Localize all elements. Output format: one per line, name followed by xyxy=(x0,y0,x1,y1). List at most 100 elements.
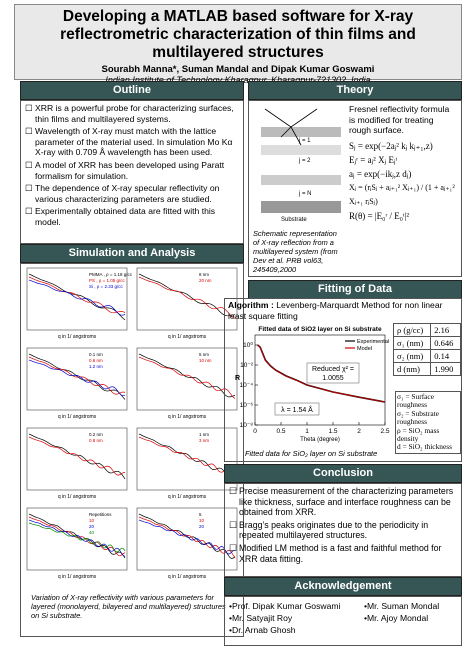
equation: Eⱼʳ = aⱼ² Xⱼ Eⱼᵗ xyxy=(349,155,398,165)
diagram-label: j = 2 xyxy=(298,158,311,164)
ack-body: •Prof. Dipak Kumar Goswami •Mr. Suman Mon… xyxy=(224,596,462,646)
legend-entry: Experimental xyxy=(357,339,389,345)
curve xyxy=(28,516,126,557)
equation: aⱼ = exp(−ikⱼ,z dⱼ) xyxy=(349,169,412,179)
x-label: q in 1/ angstroms xyxy=(58,494,97,500)
note: σ₁ = Surface roughness xyxy=(397,392,434,410)
legend-entry: 10 xyxy=(89,518,95,523)
curve xyxy=(28,279,126,316)
legend-entry: 20 xyxy=(199,524,205,529)
y-axis-label: R xyxy=(235,375,240,382)
fitting-heading: Fitting of Data xyxy=(248,280,462,299)
item: Experimentally obtained data are fitted … xyxy=(25,206,239,227)
substrate xyxy=(261,201,341,213)
legend-entry: 1.2 nm xyxy=(89,364,103,369)
curve xyxy=(28,519,126,557)
curve xyxy=(28,513,126,559)
equation: Xⱼ = (rⱼSⱼ + aⱼ₊₁² Xⱼ₊₁) / (1 + aⱼ₊₁² Xⱼ… xyxy=(349,183,455,206)
y-tick-label: 10⁻⁴ xyxy=(240,382,254,389)
outline-heading: Outline xyxy=(20,81,244,100)
name: •Prof. Dipak Kumar Goswami xyxy=(229,601,341,611)
y-tick-label: 10⁻² xyxy=(240,362,254,369)
legend-entry: 5 xyxy=(199,512,202,517)
annotation: λ = 1.54 Å xyxy=(281,405,313,414)
fitting-caption: Fitted data for SiO₂ layer on Si substra… xyxy=(245,449,378,458)
curve xyxy=(28,522,126,553)
legend-entry: 20 xyxy=(89,524,95,529)
cell: 2.16 xyxy=(430,323,461,337)
item: Bragg’s peaks originates due to the peri… xyxy=(229,520,457,541)
parameter-table: ρ (g/cc) 2.16 σ₁ (nm) 0.646 σ₂ (nm) 0.14 d (nm… xyxy=(392,323,461,376)
x-tick-label: 1.5 xyxy=(328,428,337,435)
y-tick-label: 10⁻⁶ xyxy=(240,402,254,409)
cell: 0.646 xyxy=(430,336,461,350)
y-tick-label: 10⁰ xyxy=(243,341,253,349)
legend-entry: 0.2 nm xyxy=(89,432,103,437)
curve xyxy=(138,273,236,317)
equation: Sⱼ = exp(−2aⱼ² kⱼ kⱼ₊₁,z) xyxy=(349,141,433,151)
legend-entry: 3 nm xyxy=(199,438,209,443)
legend-entry: 0.8 nm xyxy=(89,438,103,443)
cell: 1.990 xyxy=(430,362,461,376)
note: ρ = SiO₂ mass density xyxy=(397,425,440,444)
x-label: q in 1/ angstroms xyxy=(168,494,207,500)
y-tick-label: 10⁻⁸ xyxy=(240,422,254,429)
x-tick-label: 1 xyxy=(305,428,309,435)
x-label: q in 1/ angstroms xyxy=(168,414,207,420)
series-line xyxy=(257,344,386,403)
legend-entry: 10 nm xyxy=(199,358,212,363)
curve xyxy=(28,276,126,314)
item: Modified LM method is a fast and faithfu… xyxy=(229,543,457,564)
plot-frame xyxy=(26,427,128,491)
x-tick-label: 2.5 xyxy=(380,428,389,435)
legend-entry: PS , ρ = 1.05 g/cc xyxy=(89,278,125,283)
cell: d (nm) xyxy=(392,362,432,376)
item: XRR is a powerful probe for characterizi… xyxy=(25,103,239,124)
x-tick-label: 0.5 xyxy=(276,428,285,435)
outline-body: XRR is a powerful probe for characterizi… xyxy=(20,100,244,244)
legend-entry: PMMA , ρ = 1.18 g/cc xyxy=(89,272,133,277)
theory-body: j = 1 j = 2 j = N Substrate Schematic re… xyxy=(248,100,462,277)
cell: σ₂ (nm) xyxy=(392,349,432,363)
x-tick-label: 0 xyxy=(253,428,257,435)
annotation: Reduced χ² = xyxy=(312,366,354,373)
cell: σ₁ (nm) xyxy=(392,336,432,350)
legend-entry: Repetitions xyxy=(89,512,112,517)
row: ρ (g/cc) 2.16 xyxy=(392,323,461,337)
diagram-label: Substrate xyxy=(281,217,307,223)
algorithm: Levenberg-Marquardt Method for non linea… xyxy=(228,300,443,321)
legend-entry: 10 xyxy=(199,518,205,523)
x-axis-label: Theta (degree) xyxy=(300,437,340,443)
diagram-label: j = N xyxy=(298,191,312,197)
legend-entry: Si , ρ = 2.33 g/cc xyxy=(89,284,123,289)
row: σ₂ (nm) 0.14 xyxy=(392,349,461,363)
title: Developing a MATLAB based software for X… xyxy=(60,8,416,61)
schematic: j = 1 j = 2 j = N Substrate xyxy=(261,108,341,223)
plot-frame xyxy=(26,507,128,571)
chart-title: Fitted data of SiO2 layer on Si substrat… xyxy=(258,326,382,333)
curve xyxy=(28,273,126,321)
note: σ₂ = Substrate roughness xyxy=(397,408,439,427)
theory-heading: Theory xyxy=(248,81,462,100)
layer xyxy=(261,145,341,155)
fitting-body: Algorithm : Levenberg-Marquardt Method f… xyxy=(224,298,462,462)
name: •Mr. Ajoy Mondal xyxy=(364,613,429,623)
diagram-label: j = 1 xyxy=(298,138,311,144)
theory-intro: Fresnel reflectivity formula is modified… xyxy=(349,104,450,136)
curve xyxy=(28,433,126,480)
plot-frame xyxy=(136,507,238,571)
legend-entry: 20 nm xyxy=(199,278,212,283)
simulation-body: PMMA , ρ = 1.18 g/cc PS , ρ = 1.05 g/cc Si… xyxy=(20,263,244,637)
row: σ₁ (nm) 0.646 xyxy=(392,336,461,350)
x-label: q in 1/ angstroms xyxy=(168,574,207,580)
legend-entry: 1 nm xyxy=(199,432,209,437)
plot-frame xyxy=(26,267,128,331)
name: •Mr. Suman Mondal xyxy=(364,601,440,611)
legend-entry: 40 xyxy=(89,530,95,535)
legend-entry: 5 nm xyxy=(199,352,209,357)
curve xyxy=(28,356,126,395)
ack-heading: Acknowledgement xyxy=(224,577,462,596)
note: d = SiO₂ thickness xyxy=(397,442,452,452)
curve xyxy=(28,436,126,476)
curve xyxy=(138,276,236,319)
